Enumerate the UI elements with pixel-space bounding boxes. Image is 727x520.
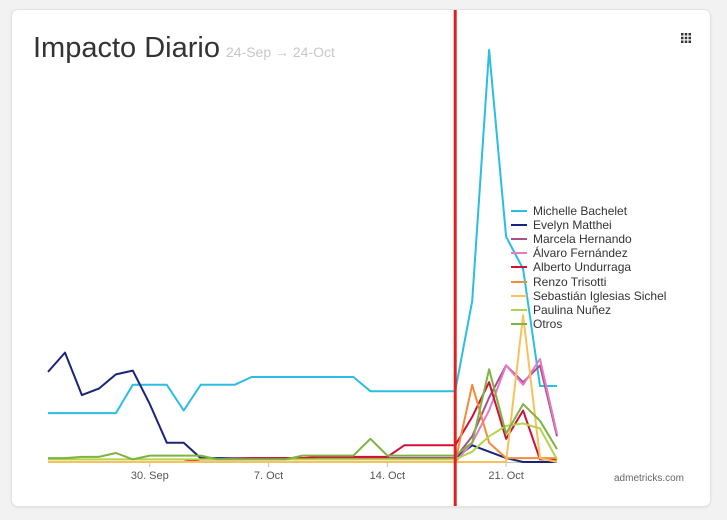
x-tick-label: 30. Sep [131,470,169,482]
legend-item-otros[interactable]: Otros [511,317,666,331]
legend-label: Marcela Hernando [533,232,632,247]
legend-label: Michelle Bachelet [533,204,628,219]
legend-item-alvaro-fernandez[interactable]: Álvaro Fernández [511,246,666,260]
legend-label: Álvaro Fernández [533,246,628,261]
legend-label: Otros [533,316,563,331]
legend-item-paulina-nunez[interactable]: Paulina Nuñez [511,303,666,317]
series-lines [47,49,558,463]
legend-swatch [511,322,527,325]
legend-swatch [511,308,527,311]
legend-swatch [511,224,527,227]
legend-item-sebastian-iglesias-sichel[interactable]: Sebastián Iglesias Sichel [511,289,666,303]
legend-item-michelle-bachelet[interactable]: Michelle Bachelet [511,204,666,218]
series-line-renzo-trisotti[interactable] [48,383,557,463]
chart-title-text: Impacto Diario [33,32,220,64]
grid-icon[interactable] [680,32,692,44]
legend: Michelle Bachelet Evelyn Matthei Marcela H… [511,204,666,331]
chart-title: Impacto Diario 24-Sep → 24-Oct [33,32,335,65]
legend-label: Evelyn Matthei [533,218,612,233]
series-line-michelle-bachelet[interactable] [48,49,557,415]
legend-swatch [511,294,527,297]
line-chart: 30. Sep 7. Oct 14. Oct 21. Oct [47,10,558,506]
x-tick-label: 21. Oct [488,470,523,482]
legend-item-alberto-undurraga[interactable]: Alberto Undurraga [511,260,666,274]
legend-label: Paulina Nuñez [533,302,612,317]
legend-swatch [511,280,527,283]
legend-swatch [511,210,527,213]
series-line-alberto-undurraga[interactable] [48,381,557,463]
x-tick-label: 14. Oct [370,470,405,482]
chart-card: Impacto Diario 24-Sep → 24-Oct 30. Sep 7. … [12,10,710,506]
legend-item-renzo-trisotti[interactable]: Renzo Trisotti [511,274,666,289]
x-tick-label: 7. Oct [254,470,283,482]
legend-swatch [511,266,527,269]
x-axis: 30. Sep 7. Oct 14. Oct 21. Oct [48,462,557,482]
legend-label: Renzo Trisotti [533,274,607,289]
series-line-otros[interactable] [48,368,558,461]
credit-link[interactable]: admetricks.com [614,473,685,484]
series-line-sebastian-iglesias-sichel[interactable] [48,314,558,463]
legend-label: Alberto Undurraga [533,260,632,275]
date-range: 24-Sep → 24-Oct [225,44,335,60]
legend-swatch [511,238,527,241]
legend-item-marcela-hernando[interactable]: Marcela Hernando [511,232,666,246]
series-line-paulina-nunez[interactable] [48,422,558,461]
legend-label: Sebastián Iglesias Sichel [533,288,667,303]
legend-swatch [511,252,527,255]
legend-item-evelyn-matthei[interactable]: Evelyn Matthei [511,218,666,232]
